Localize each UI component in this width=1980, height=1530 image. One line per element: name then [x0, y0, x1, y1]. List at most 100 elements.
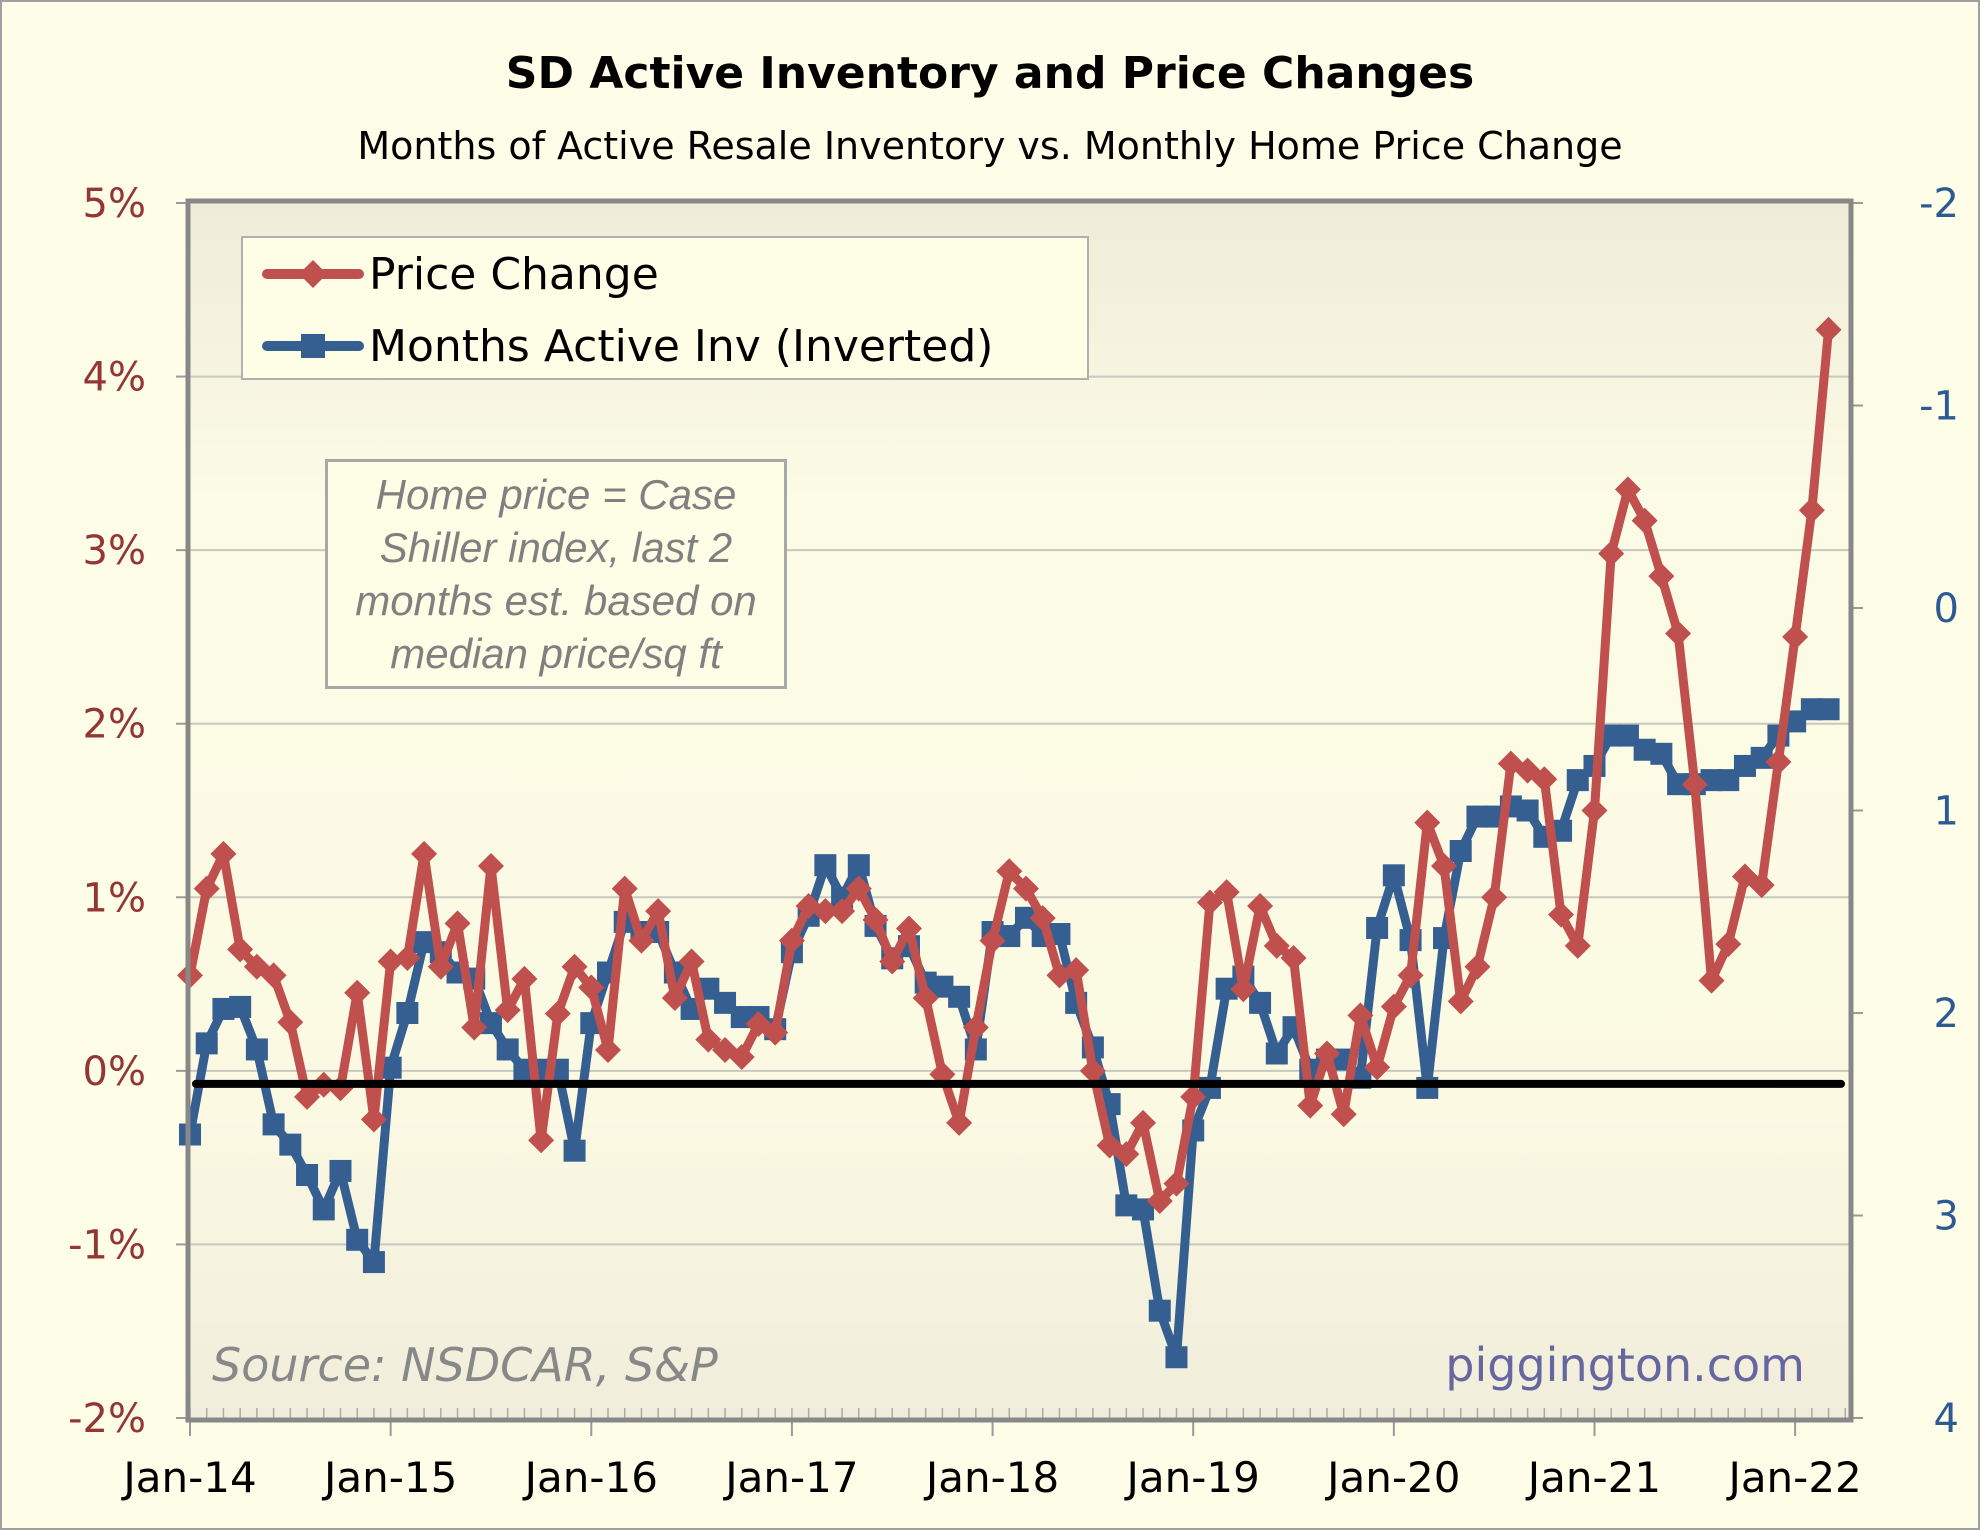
data-point-diamond [1464, 953, 1491, 980]
data-point-square [1366, 916, 1389, 939]
data-point-diamond [210, 840, 237, 867]
data-point-diamond [862, 906, 889, 933]
data-point-square [362, 1251, 385, 1274]
data-point-diamond [695, 1026, 722, 1053]
data-point-diamond [1063, 957, 1090, 984]
data-point-square [1449, 840, 1472, 862]
data-point-diamond [1564, 932, 1591, 959]
note-line: median price/sq ft [390, 630, 722, 677]
data-point-diamond [1765, 748, 1792, 775]
data-point-square [1800, 698, 1823, 721]
data-point-diamond [1297, 1092, 1324, 1119]
data-point-diamond [946, 1109, 973, 1136]
data-point-diamond [845, 875, 872, 902]
data-point-diamond [1130, 1109, 1157, 1136]
data-point-diamond [1414, 809, 1441, 836]
x-tick-label: Jan-16 [522, 1453, 658, 1502]
data-point-diamond [611, 875, 638, 902]
x-tick-label: Jan-22 [1725, 1453, 1861, 1502]
data-point-square [496, 1038, 519, 1061]
data-point-diamond [1531, 766, 1558, 793]
x-tick-label: Jan-15 [321, 1453, 457, 1502]
data-point-square [212, 997, 235, 1020]
x-tick-label: Jan-21 [1525, 1453, 1661, 1502]
data-point-square [1516, 799, 1539, 822]
data-point-diamond [1029, 905, 1056, 932]
data-point-diamond [879, 948, 906, 975]
data-point-diamond [528, 1127, 555, 1154]
data-point-diamond [1247, 892, 1274, 919]
data-point-diamond [1481, 884, 1508, 911]
left-tick-label: -1% [68, 1222, 146, 1268]
data-point-diamond [1263, 932, 1290, 959]
data-point-square [1382, 864, 1405, 887]
x-tick-label: Jan-18 [923, 1453, 1059, 1502]
data-point-square [1633, 738, 1656, 761]
data-point-diamond [678, 948, 705, 975]
data-point-diamond [427, 953, 454, 980]
data-point-diamond [461, 1014, 488, 1041]
right-tick-label: -2 [1919, 181, 1959, 227]
data-point-square [1566, 769, 1589, 792]
data-point-diamond [1648, 563, 1675, 590]
data-point-diamond [511, 965, 538, 992]
data-point-diamond [578, 974, 605, 1001]
plot-area [190, 203, 1849, 1418]
left-tick-label: 2% [83, 702, 146, 748]
right-tick-label: 0 [1934, 586, 1959, 632]
data-point-diamond [1213, 879, 1240, 906]
data-point-diamond [394, 945, 421, 972]
data-point-square [1733, 754, 1756, 777]
data-point-diamond [477, 853, 504, 880]
data-point-square [346, 1228, 369, 1251]
data-point-diamond [294, 1083, 321, 1110]
right-tick-label: 4 [1934, 1396, 1959, 1442]
legend-label: Months Active Inv (Inverted) [369, 320, 994, 372]
data-point-square [1115, 1194, 1138, 1217]
data-point-diamond [1748, 872, 1775, 899]
plot-border [185, 198, 1854, 1423]
data-point-diamond [1230, 976, 1257, 1003]
data-point-diamond [1698, 967, 1725, 994]
data-point-diamond [1631, 507, 1658, 534]
data-point-diamond [1013, 875, 1039, 902]
data-point-diamond [1280, 945, 1307, 972]
data-point-diamond [1146, 1188, 1173, 1215]
data-point-diamond [411, 840, 438, 867]
data-point-square [1667, 773, 1690, 796]
legend-item-months-active-inv: Months Active Inv (Inverted) [261, 316, 993, 376]
data-point-diamond [1113, 1141, 1140, 1168]
note-line: months est. based on [355, 577, 757, 624]
data-point-square [195, 1032, 218, 1055]
data-point-square [379, 1056, 402, 1079]
data-point-diamond [1798, 497, 1825, 524]
data-point-square [1717, 769, 1740, 792]
data-point-diamond [979, 927, 1006, 954]
data-point-diamond [1598, 540, 1625, 567]
left-y-axis: 5% 4% 3% 2% 1% 0% -1% -2% [68, 181, 190, 1442]
data-point-square [1249, 991, 1272, 1014]
data-point-diamond [728, 1043, 755, 1070]
data-point-square [229, 995, 252, 1018]
data-point-square [312, 1198, 335, 1221]
data-point-diamond [661, 984, 688, 1011]
left-tick-label: -2% [68, 1396, 146, 1442]
data-point-diamond [762, 1019, 789, 1046]
data-point-square [931, 975, 954, 998]
chart-title: SD Active Inventory and Price Changes [505, 48, 1475, 99]
left-tick-label: 3% [83, 528, 146, 574]
data-point-square [1600, 724, 1623, 747]
data-point-diamond [1548, 901, 1575, 928]
data-point-diamond [1681, 771, 1708, 798]
data-point-square [1650, 742, 1673, 765]
data-point-square [847, 854, 870, 877]
data-point-square [714, 991, 737, 1014]
data-point-square [296, 1164, 319, 1186]
data-point-square [279, 1133, 302, 1156]
data-point-diamond [1447, 988, 1474, 1015]
left-tick-label: 4% [83, 355, 146, 401]
data-point-square [396, 1002, 419, 1024]
data-point-diamond [1347, 1002, 1374, 1029]
data-point-diamond [1180, 1083, 1207, 1110]
left-tick-label: 0% [83, 1049, 146, 1095]
